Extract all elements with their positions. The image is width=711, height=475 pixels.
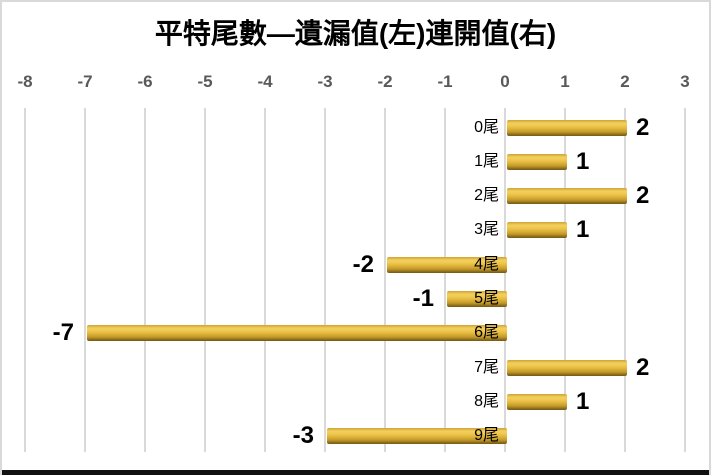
category-label: 8尾 xyxy=(474,392,499,410)
x-tick-label: -2 xyxy=(377,72,393,91)
bar xyxy=(447,291,507,307)
category-label: 4尾 xyxy=(474,255,499,273)
value-label: 1 xyxy=(576,387,590,415)
x-tick-label: 2 xyxy=(620,72,630,91)
x-tick-label: -4 xyxy=(257,72,273,91)
gridline xyxy=(84,108,86,452)
bar xyxy=(87,325,507,342)
category-label: 9尾 xyxy=(474,427,499,445)
bar xyxy=(507,119,627,136)
bar xyxy=(507,153,567,170)
gridline xyxy=(324,108,326,452)
gridline xyxy=(384,108,386,452)
category-label: 2尾 xyxy=(474,187,499,205)
gridline xyxy=(504,108,506,452)
x-tick-label: 0 xyxy=(500,72,510,91)
x-tick-label: 3 xyxy=(680,72,690,91)
gridline xyxy=(684,108,686,452)
value-label: 2 xyxy=(636,353,650,381)
value-label: -2 xyxy=(352,250,374,278)
value-label: -1 xyxy=(412,285,434,312)
bar xyxy=(507,393,567,410)
value-label: -3 xyxy=(292,422,314,450)
x-tick-label: -1 xyxy=(437,72,453,91)
bar xyxy=(387,256,507,273)
bottom-border-line xyxy=(2,470,709,475)
gridline xyxy=(204,108,206,452)
category-label: 0尾 xyxy=(474,118,499,136)
bar xyxy=(507,188,627,205)
x-tick-label: 1 xyxy=(560,72,570,91)
bar xyxy=(507,359,627,376)
gridline xyxy=(564,108,566,452)
category-label: 7尾 xyxy=(474,358,499,376)
value-label: 2 xyxy=(636,182,650,210)
chart-title: 平特尾數—遺漏值(左)連開值(右) xyxy=(154,18,557,49)
value-label: 2 xyxy=(636,113,650,141)
category-label: 3尾 xyxy=(474,221,499,239)
value-label: 1 xyxy=(576,147,590,175)
bar xyxy=(507,222,567,239)
x-tick-label: -3 xyxy=(317,72,333,91)
value-label: -7 xyxy=(52,319,74,347)
gridline xyxy=(624,108,626,452)
value-label: 1 xyxy=(576,216,590,244)
x-tick-label: -8 xyxy=(17,72,33,91)
category-label: 1尾 xyxy=(474,152,499,170)
bar xyxy=(327,428,507,445)
category-label: 6尾 xyxy=(474,324,499,342)
gridline xyxy=(444,108,446,452)
x-tick-label: -7 xyxy=(77,72,93,91)
gridline xyxy=(24,108,26,452)
category-label: 5尾 xyxy=(474,290,499,307)
gridline xyxy=(144,108,146,452)
x-tick-label: -5 xyxy=(197,72,213,91)
x-tick-label: -6 xyxy=(137,72,153,91)
gridline xyxy=(264,108,266,452)
